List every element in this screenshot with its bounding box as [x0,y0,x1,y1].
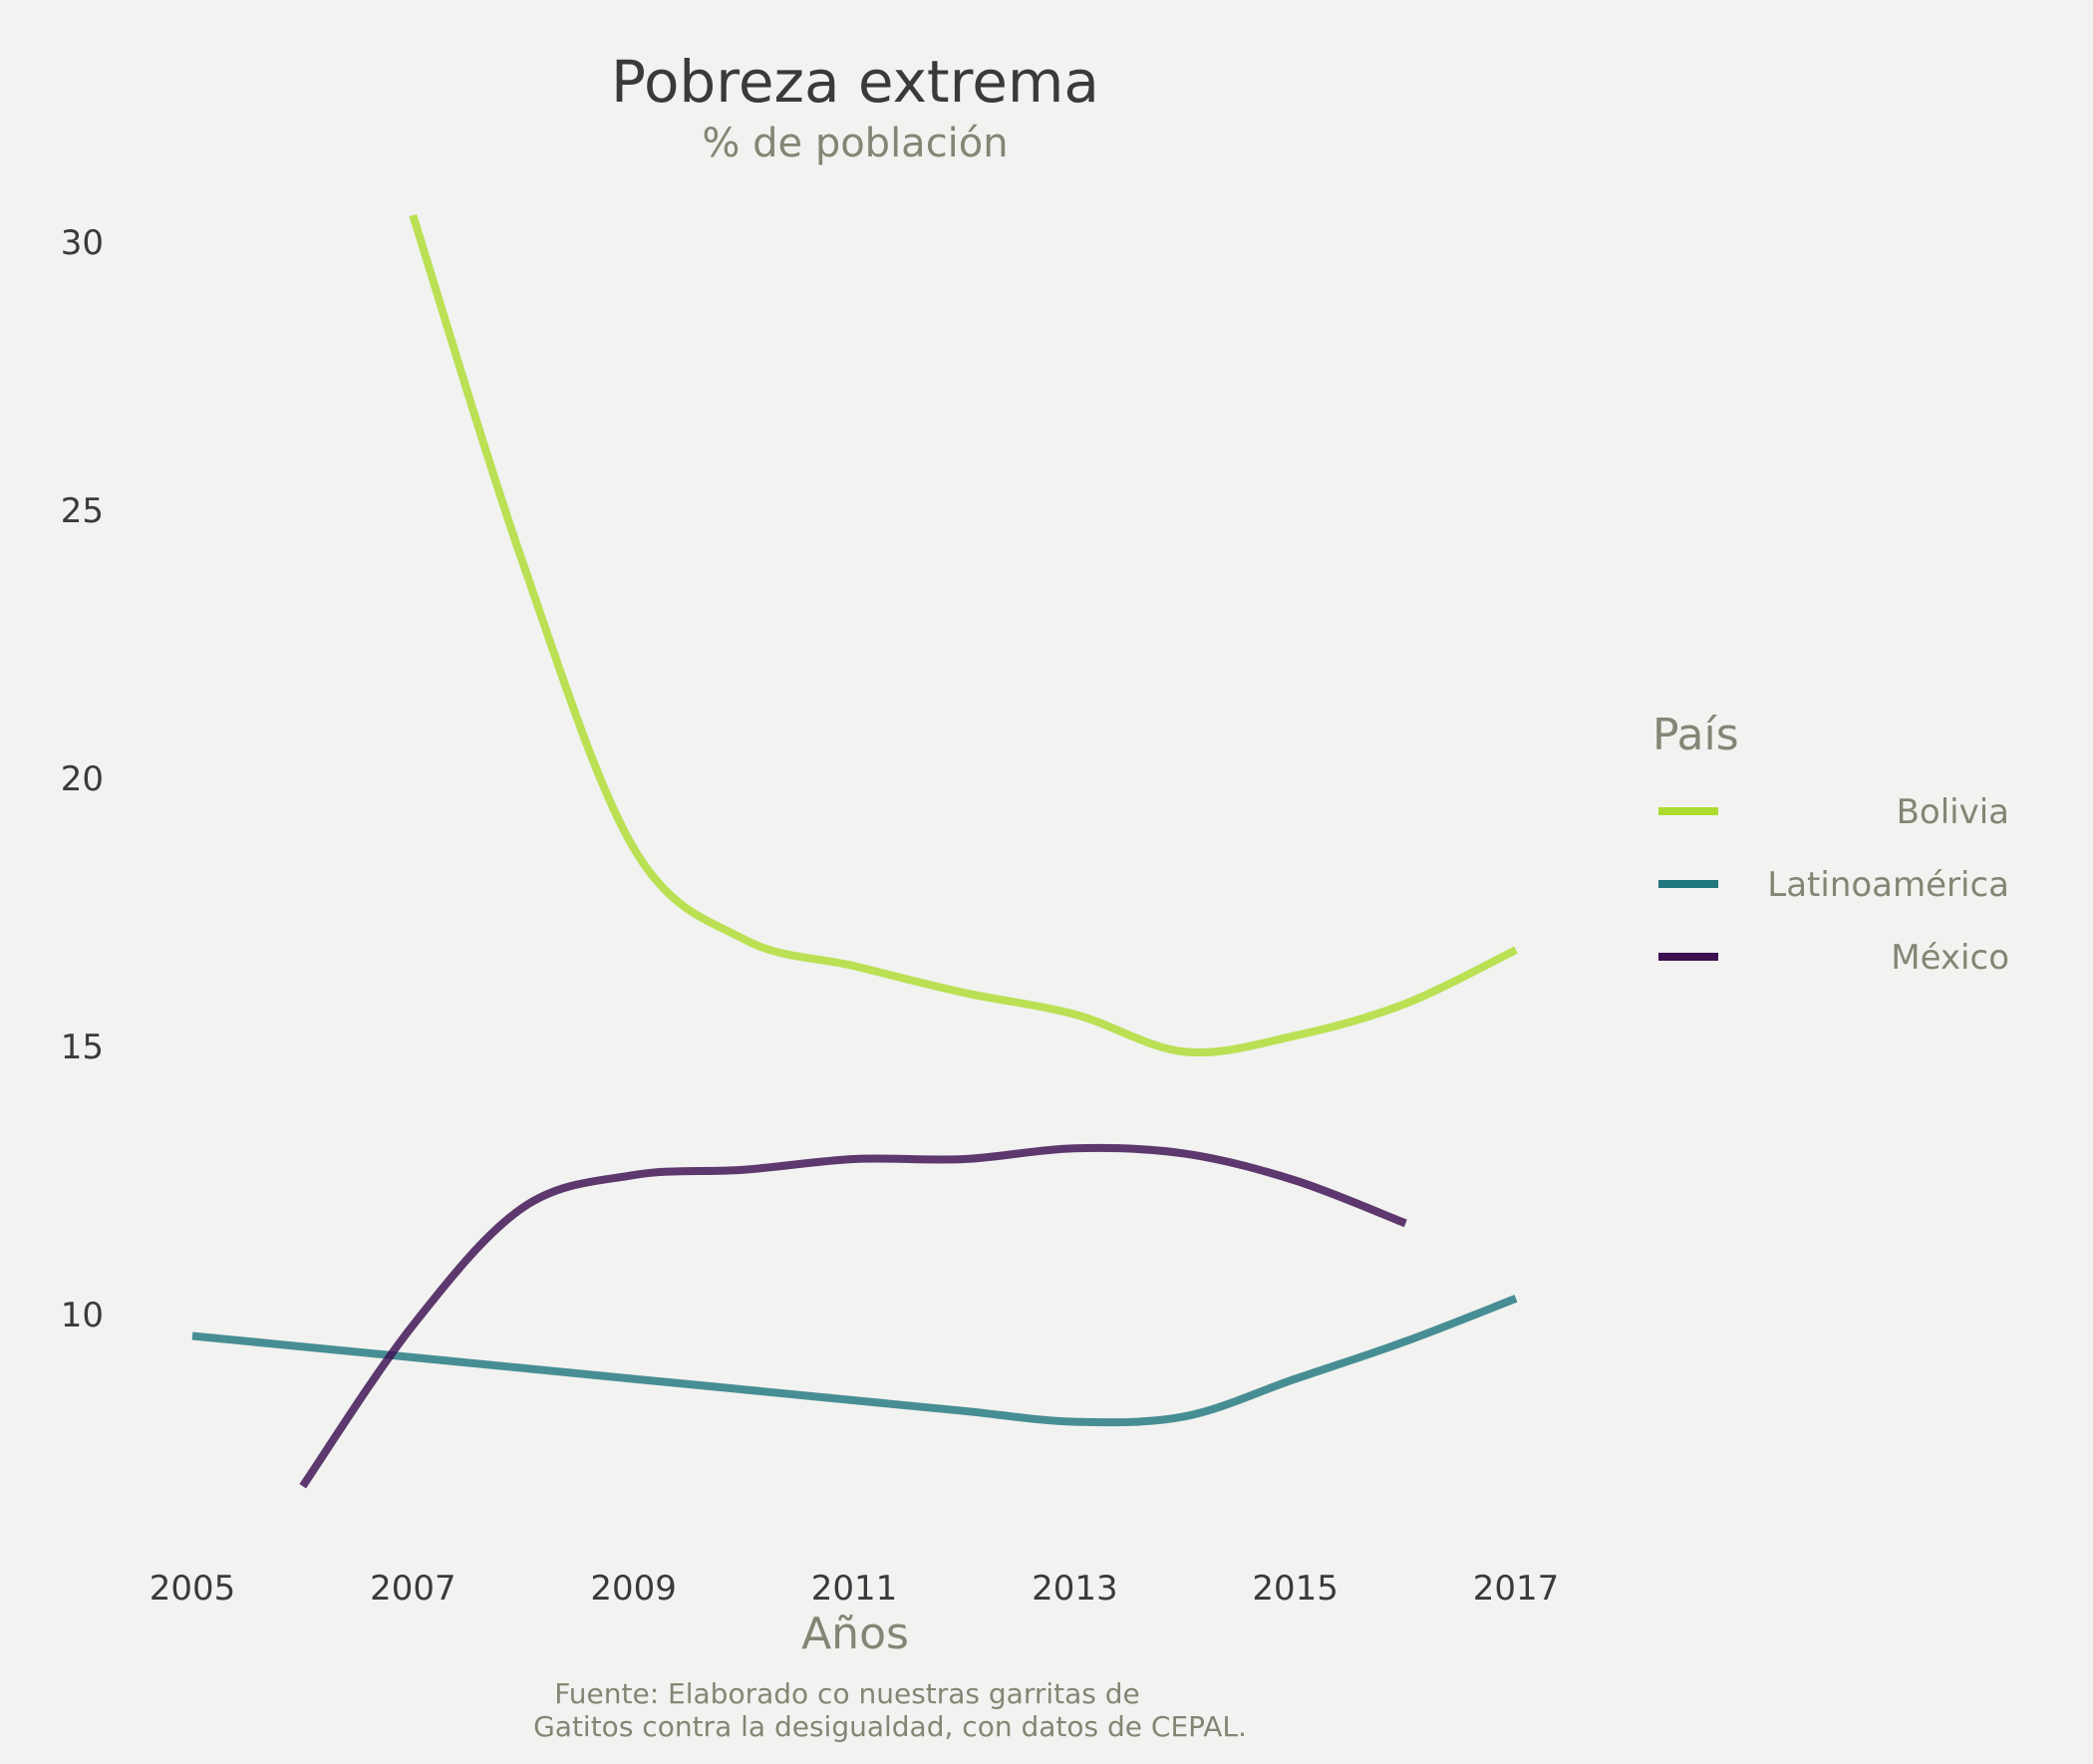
x-tick-label: 2007 [370,1569,456,1609]
x-axis-title: Años [801,1609,909,1659]
caption-line-1: Fuente: Elaborado co nuestras garritas d… [554,1677,1140,1710]
series-line-mexico [299,1143,1407,1489]
legend-label-mexico: México [1891,938,2009,978]
series-line-bolivia [409,213,1518,1057]
y-tick-label: 15 [61,1028,104,1067]
x-tick-label: 2009 [590,1569,677,1609]
caption-line-2: Gatitos contra la desigualdad, con datos… [533,1710,1247,1743]
y-tick-label: 30 [61,223,104,263]
x-tick-label: 2005 [150,1569,236,1609]
y-axis-ticks: 10 15 20 25 30 [61,223,104,1335]
legend-title: País [1652,710,1739,760]
series-line-latinoamerica [191,1295,1518,1427]
x-tick-label: 2013 [1032,1569,1118,1609]
chart-title: Pobreza extrema [611,48,1099,116]
legend-label-latinoamerica: Latinoamérica [1767,865,2009,905]
legend-label-bolivia: Bolivia [1897,792,2009,832]
y-tick-label: 25 [61,491,104,531]
chart-subtitle: % de población [702,121,1008,166]
series-lines [191,213,1518,1489]
legend: País Bolivia Latinoamérica México [1652,710,2009,978]
y-tick-label: 10 [61,1296,104,1335]
x-tick-label: 2011 [811,1569,898,1609]
y-tick-label: 20 [61,759,104,799]
x-tick-label: 2015 [1252,1569,1339,1609]
x-axis-ticks: 2005 2007 2009 2011 2013 2015 2017 [150,1569,1560,1609]
x-tick-label: 2017 [1473,1569,1560,1609]
legend-items: Bolivia Latinoamérica México [1658,792,2009,978]
